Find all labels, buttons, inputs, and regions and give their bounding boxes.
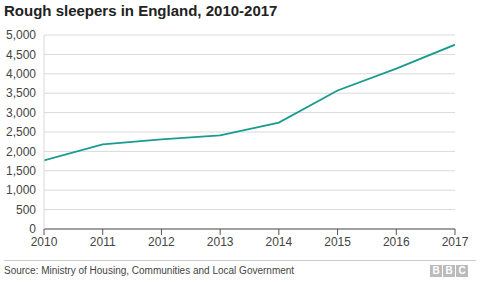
html-text:C: C xyxy=(458,265,466,276)
svg-text:2017: 2017 xyxy=(442,235,469,249)
svg-text:0: 0 xyxy=(29,222,36,236)
svg-text:2010: 2010 xyxy=(31,235,58,249)
html-text:Source: Ministry of Housing, C: Source: Ministry of Housing, Communities… xyxy=(4,265,295,276)
svg-text:1,000: 1,000 xyxy=(8,183,36,197)
svg-text:3,000: 3,000 xyxy=(8,106,36,120)
svg-text:2011: 2011 xyxy=(90,235,116,249)
svg-text:4,000: 4,000 xyxy=(8,67,36,81)
html-text:B: B xyxy=(432,265,440,276)
svg-text:3,500: 3,500 xyxy=(8,86,36,100)
svg-text:2015: 2015 xyxy=(324,235,351,249)
svg-text:1,500: 1,500 xyxy=(8,164,36,178)
svg-text:2,500: 2,500 xyxy=(8,125,36,139)
svg-text:2012: 2012 xyxy=(148,235,175,249)
svg-text:2014: 2014 xyxy=(266,235,293,249)
svg-text:5,000: 5,000 xyxy=(8,28,36,42)
svg-text:2016: 2016 xyxy=(383,235,410,249)
svg-text:4,500: 4,500 xyxy=(8,48,36,62)
html-text:B: B xyxy=(445,265,453,276)
svg-text:2,000: 2,000 xyxy=(8,145,36,159)
svg-text:2013: 2013 xyxy=(207,235,234,249)
html-text:Rough sleepers in England, 201: Rough sleepers in England, 2010-2017 xyxy=(4,2,278,19)
svg-text:500: 500 xyxy=(16,203,36,217)
